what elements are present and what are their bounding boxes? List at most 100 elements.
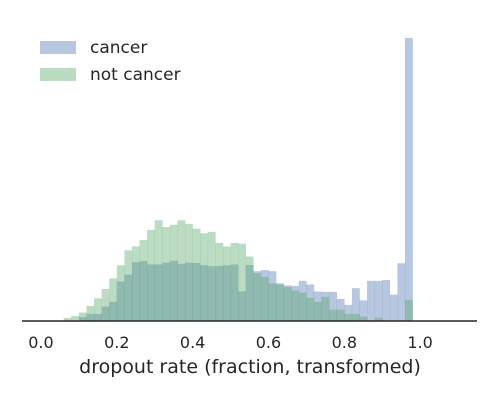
bar (139, 261, 148, 321)
bar (86, 306, 95, 321)
bar (397, 263, 406, 321)
bar (94, 298, 102, 321)
bar (154, 220, 163, 321)
bar (245, 264, 254, 321)
bar (109, 278, 118, 321)
bar (298, 280, 307, 321)
bar (154, 264, 163, 321)
bar (260, 270, 269, 321)
bar (78, 317, 87, 321)
bar (404, 299, 413, 321)
bar (321, 291, 330, 321)
x-tick-label: 1.0 (407, 333, 432, 352)
bar (329, 309, 338, 321)
plot-area (63, 38, 413, 321)
bar (124, 250, 133, 321)
legend-label: cancer (90, 38, 147, 58)
bar (238, 243, 247, 321)
bar (192, 262, 201, 321)
bar (207, 266, 216, 321)
bar (283, 285, 292, 321)
bar (116, 265, 125, 321)
bar (336, 298, 345, 321)
bar (313, 291, 322, 321)
bar (139, 240, 148, 321)
bar (147, 229, 156, 321)
bar (109, 301, 118, 321)
bar (162, 262, 171, 321)
x-tick-label: 0.4 (180, 333, 205, 352)
bar (185, 262, 193, 321)
bar (63, 317, 72, 321)
bar (230, 264, 239, 321)
bar (94, 313, 102, 321)
bar (253, 271, 262, 321)
bar (169, 260, 178, 321)
bar (253, 273, 262, 321)
bar (200, 265, 209, 321)
bar (291, 285, 300, 321)
bar (291, 290, 300, 321)
bar (359, 316, 368, 321)
legend-swatch (40, 68, 76, 81)
bar (268, 283, 277, 321)
x-tick-labels: 0.0 0.2 0.4 0.6 0.8 1.0 (28, 333, 433, 352)
legend: cancer not cancer (40, 38, 181, 85)
bar (222, 246, 231, 321)
bar (389, 294, 398, 321)
bar (276, 283, 284, 321)
bar (260, 276, 269, 321)
bar (162, 227, 171, 321)
bar (71, 315, 80, 321)
bar (222, 265, 231, 321)
x-tick-label: 0.2 (104, 333, 129, 352)
x-tick-label: 0.8 (332, 333, 357, 352)
bar (101, 289, 110, 321)
x-axis-label: dropout rate (fraction, transformed) (79, 356, 421, 378)
bar (207, 231, 216, 321)
bar (276, 284, 284, 321)
bar (367, 280, 375, 321)
bar (374, 280, 383, 321)
bar (169, 224, 178, 321)
bar (283, 287, 292, 321)
bar (230, 242, 239, 321)
bar (185, 223, 193, 321)
bar (382, 279, 391, 321)
bar (298, 292, 307, 321)
bar (192, 228, 201, 321)
bar (215, 242, 224, 321)
bar (238, 291, 247, 321)
bar (351, 313, 360, 321)
bar (336, 309, 345, 321)
bar (131, 262, 140, 321)
bar (78, 312, 87, 321)
bar (116, 281, 125, 321)
bar (306, 297, 315, 321)
bar (321, 296, 330, 321)
bar (147, 264, 156, 321)
series-cancer (78, 38, 413, 321)
bar (245, 256, 254, 321)
bar (404, 38, 413, 321)
legend-label: not cancer (90, 65, 181, 85)
bar (124, 274, 133, 321)
x-tick-label: 0.6 (256, 333, 281, 352)
bar (374, 317, 383, 321)
bar (351, 288, 360, 321)
bar (344, 313, 353, 321)
bar (101, 306, 110, 321)
bar (177, 263, 186, 321)
bar (177, 220, 186, 321)
bar (306, 284, 315, 321)
bar (268, 271, 277, 321)
bar (200, 233, 209, 321)
bar (344, 304, 353, 321)
bar (215, 266, 224, 321)
bar (86, 313, 95, 321)
bar (329, 291, 338, 321)
x-tick-label: 0.0 (28, 333, 53, 352)
legend-swatch (40, 41, 76, 54)
bar (313, 301, 322, 321)
